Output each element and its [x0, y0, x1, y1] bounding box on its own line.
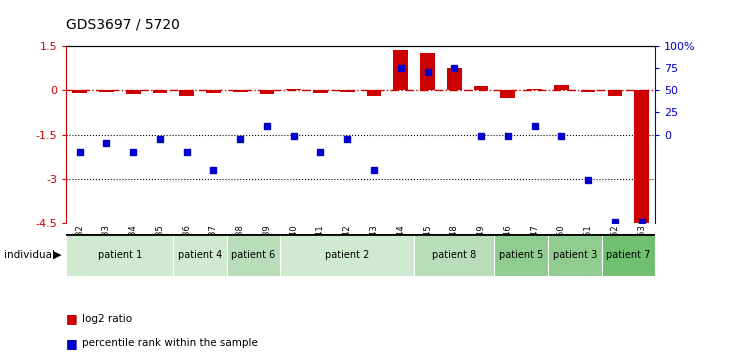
- Bar: [527, 89, 542, 90]
- Bar: [414, 234, 495, 276]
- Text: patient 4: patient 4: [178, 250, 222, 260]
- Text: ■: ■: [66, 337, 78, 350]
- Bar: [548, 234, 601, 276]
- Text: patient 3: patient 3: [553, 250, 597, 260]
- Bar: [313, 90, 328, 93]
- Bar: [233, 90, 247, 92]
- Bar: [394, 50, 408, 90]
- Bar: [447, 68, 461, 90]
- Bar: [227, 234, 280, 276]
- Bar: [367, 90, 381, 96]
- Bar: [72, 90, 87, 93]
- Text: patient 7: patient 7: [606, 250, 651, 260]
- Bar: [601, 234, 655, 276]
- Text: ▶: ▶: [53, 250, 62, 260]
- Bar: [152, 90, 167, 93]
- Text: individual: individual: [4, 250, 54, 260]
- Text: log2 ratio: log2 ratio: [82, 314, 132, 324]
- Text: percentile rank within the sample: percentile rank within the sample: [82, 338, 258, 348]
- Bar: [500, 90, 515, 98]
- Bar: [474, 86, 489, 90]
- Bar: [581, 90, 595, 92]
- Bar: [206, 90, 221, 93]
- Bar: [554, 85, 569, 90]
- Bar: [280, 234, 414, 276]
- Bar: [126, 90, 141, 94]
- Bar: [607, 90, 622, 96]
- Bar: [66, 234, 173, 276]
- Bar: [286, 89, 301, 90]
- Bar: [340, 90, 355, 92]
- Text: ■: ■: [66, 312, 78, 325]
- Bar: [99, 90, 114, 92]
- Text: patient 6: patient 6: [231, 250, 276, 260]
- Bar: [420, 53, 435, 90]
- Text: patient 1: patient 1: [98, 250, 142, 260]
- Text: patient 8: patient 8: [432, 250, 476, 260]
- Text: GDS3697 / 5720: GDS3697 / 5720: [66, 18, 180, 32]
- Bar: [495, 234, 548, 276]
- Bar: [173, 234, 227, 276]
- Bar: [260, 90, 275, 94]
- Bar: [180, 90, 194, 96]
- Text: patient 5: patient 5: [499, 250, 543, 260]
- Bar: [634, 90, 649, 223]
- Text: patient 2: patient 2: [325, 250, 369, 260]
